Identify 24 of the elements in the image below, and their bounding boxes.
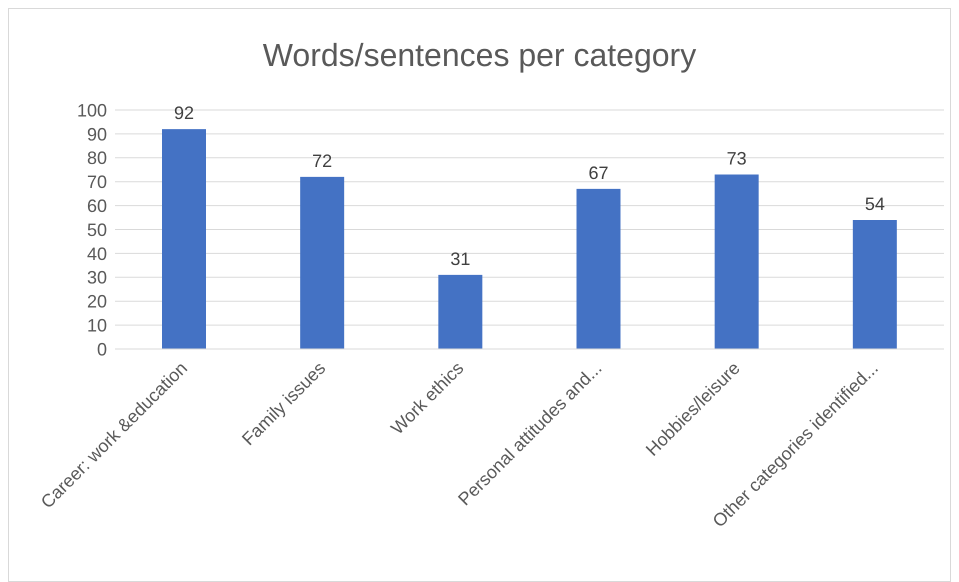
data-label: 73 bbox=[726, 148, 747, 169]
y-tick-label: 20 bbox=[86, 292, 107, 312]
bar bbox=[438, 274, 482, 349]
y-tick-label: 100 bbox=[76, 100, 107, 120]
bar bbox=[852, 220, 897, 349]
y-tick-label: 40 bbox=[86, 244, 107, 264]
y-tick-label: 70 bbox=[86, 172, 107, 192]
data-label: 67 bbox=[588, 162, 609, 183]
bar bbox=[300, 176, 344, 349]
y-tick-label: 30 bbox=[86, 268, 107, 288]
y-tick-label: 0 bbox=[96, 339, 107, 360]
data-label: 92 bbox=[174, 103, 194, 124]
bar bbox=[576, 188, 620, 349]
data-label: 72 bbox=[312, 150, 332, 171]
y-tick-label: 80 bbox=[86, 148, 107, 168]
chart-title: Words/sentences per category bbox=[262, 37, 698, 74]
y-tick-label: 90 bbox=[86, 124, 107, 144]
y-tick-label: 60 bbox=[86, 196, 107, 216]
bar bbox=[162, 129, 206, 349]
bar bbox=[714, 174, 759, 349]
data-label: 54 bbox=[864, 194, 885, 214]
data-label: 31 bbox=[450, 248, 470, 269]
y-tick-label: 50 bbox=[86, 220, 107, 240]
y-tick-label: 10 bbox=[86, 315, 107, 336]
